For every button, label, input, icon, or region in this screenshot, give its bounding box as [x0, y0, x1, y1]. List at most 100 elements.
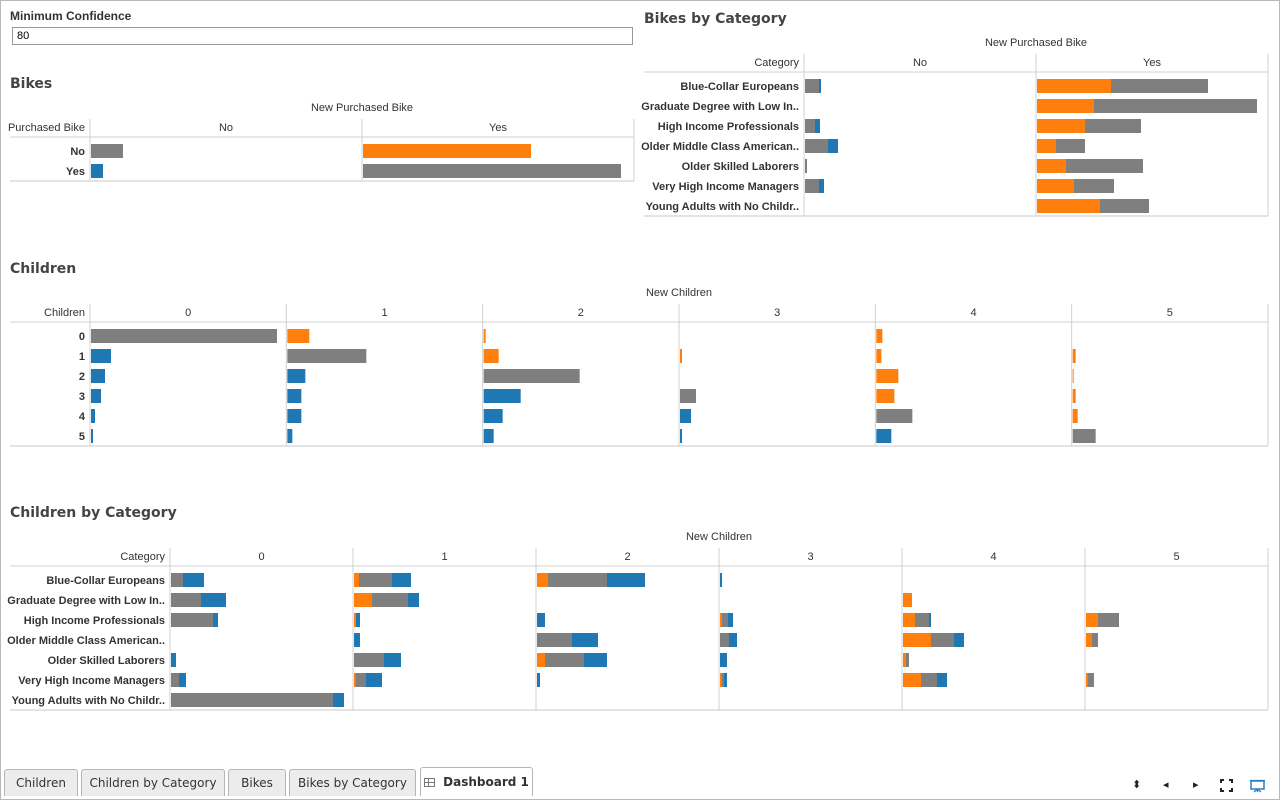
bikes-by-category-bar-segment	[1094, 99, 1257, 113]
children-bar-segment	[91, 389, 101, 403]
children-bar-segment	[483, 349, 499, 363]
tab-children-by-category[interactable]: Children by Category	[81, 769, 225, 796]
children-by-category-column-label: 0	[258, 551, 264, 563]
children-by-category-bar-segment	[954, 633, 964, 647]
bikes-row-label: No	[70, 146, 85, 158]
children-by-category-bar-segment	[1086, 633, 1092, 647]
children-by-category-bar-segment	[354, 613, 356, 627]
children-by-category-bar-segment	[356, 673, 366, 687]
children-bar-segment	[1072, 369, 1074, 383]
children-by-category-bar-segment	[171, 613, 213, 627]
presentation-icon[interactable]	[1249, 779, 1266, 793]
children-row-label: 0	[79, 331, 85, 343]
next-sheet-icon[interactable]: ▸	[1193, 778, 1199, 791]
children-by-category-column-label: 2	[624, 551, 630, 563]
children-by-category-column-label: 1	[441, 551, 447, 563]
children-by-category-bar-segment	[929, 613, 931, 627]
children-bar-segment	[1072, 389, 1076, 403]
children-by-category-bar-segment	[921, 673, 937, 687]
children-bar-segment	[876, 429, 892, 443]
children-by-category-bar-segment	[722, 673, 724, 687]
children-by-category-bar-segment	[937, 673, 947, 687]
children-bar-segment	[680, 429, 682, 443]
bikes-by-category-bar-segment	[1037, 139, 1056, 153]
children-by-category-bar-segment	[720, 673, 722, 687]
tab-bikes[interactable]: Bikes	[228, 769, 286, 796]
tab-bikes-by-category[interactable]: Bikes by Category	[289, 769, 416, 796]
children-by-category-bar-segment	[720, 613, 722, 627]
children-column-label: 4	[970, 307, 976, 319]
bikes-column-header: New Purchased Bike	[311, 102, 413, 114]
children-by-category-bar-segment	[537, 633, 572, 647]
tab-children[interactable]: Children	[4, 769, 78, 796]
children-bar-segment	[91, 429, 93, 443]
children-bar-segment	[91, 329, 277, 343]
children-by-category-bar-segment	[1086, 673, 1088, 687]
children-bar-segment	[287, 429, 293, 443]
fullscreen-icon[interactable]	[1220, 779, 1233, 792]
children-by-category-row-label: Graduate Degree with Low In..	[7, 595, 165, 607]
children-row-label: 4	[79, 411, 86, 423]
children-by-category-bar-segment	[572, 633, 598, 647]
bikes-by-category-bar-segment	[1100, 199, 1149, 213]
children-bar-segment	[287, 389, 302, 403]
children-bar-segment	[483, 329, 486, 343]
bikes-by-category-row-header: Category	[754, 57, 799, 69]
children-column-label: 1	[381, 307, 387, 319]
children-by-category-bar-segment	[931, 633, 954, 647]
children-bar-segment	[483, 429, 494, 443]
children-by-category-bar-segment	[171, 693, 333, 707]
children-bar-segment	[1072, 429, 1096, 443]
bikes-by-category-column-label: Yes	[1143, 57, 1161, 69]
sort-updown-icon[interactable]: ⬍	[1132, 778, 1142, 791]
bikes-by-category-column-header: New Purchased Bike	[985, 37, 1087, 49]
children-by-category-bar-segment	[384, 653, 401, 667]
bikes-by-category-bar-segment	[819, 179, 824, 193]
bikes-bar-segment	[91, 164, 103, 178]
children-bar-segment	[1072, 409, 1078, 423]
children-by-category-bar-segment	[359, 573, 392, 587]
children-by-category-row-label: Older Middle Class American..	[7, 635, 165, 647]
prev-sheet-icon[interactable]: ◂	[1163, 778, 1169, 791]
children-by-category-bar-segment	[408, 593, 419, 607]
children-by-category-bar-segment	[171, 573, 183, 587]
children-by-category-row-label: High Income Professionals	[24, 615, 165, 627]
children-bar-segment	[91, 409, 95, 423]
children-by-category-bar-segment	[201, 593, 226, 607]
tab-dashboard-1[interactable]: Dashboard 1	[420, 767, 533, 796]
children-bar-segment	[287, 409, 302, 423]
children-bar-segment	[876, 409, 913, 423]
children-by-category-bar-segment	[356, 613, 360, 627]
bikes-by-category-bar-segment	[1074, 179, 1114, 193]
children-column-label: 3	[774, 307, 780, 319]
children-by-category-bar-segment	[722, 613, 728, 627]
bikes-by-category-bar-segment	[1037, 99, 1094, 113]
minimum-confidence-label: Minimum Confidence	[10, 9, 132, 23]
bikes-column-label: No	[219, 122, 233, 134]
bikes-by-category-bar-segment	[805, 139, 828, 153]
children-by-category-bar-segment	[548, 573, 607, 587]
children-by-category-bar-segment	[724, 673, 727, 687]
children-by-category-bar-segment	[1098, 613, 1119, 627]
children-bar-segment	[680, 409, 691, 423]
children-by-category-bar-segment	[906, 653, 909, 667]
children-by-category-bar-segment	[607, 573, 645, 587]
bikes-title: Bikes	[10, 76, 53, 92]
children-column-label: 0	[185, 307, 191, 319]
children-by-category-bar-segment	[537, 653, 545, 667]
children-by-category-bar-segment	[720, 633, 729, 647]
bikes-by-category-row-label: Older Middle Class American..	[641, 141, 799, 153]
children-by-category-bar-segment	[354, 633, 360, 647]
tab-dashboard-1-label: Dashboard 1	[443, 775, 529, 789]
children-by-category-bar-segment	[537, 673, 540, 687]
children-row-label: 1	[79, 351, 85, 363]
bikes-by-category-row-label: Graduate Degree with Low In..	[641, 101, 799, 113]
children-row-label: 3	[79, 391, 85, 403]
children-by-category-row-label: Older Skilled Laborers	[48, 655, 165, 667]
bikes-by-category-bar-segment	[1056, 139, 1085, 153]
bikes-by-category-bar-segment	[1037, 179, 1074, 193]
children-by-category-bar-segment	[903, 633, 931, 647]
bikes-by-category-bar-segment	[819, 79, 821, 93]
minimum-confidence-input[interactable]	[12, 27, 633, 45]
